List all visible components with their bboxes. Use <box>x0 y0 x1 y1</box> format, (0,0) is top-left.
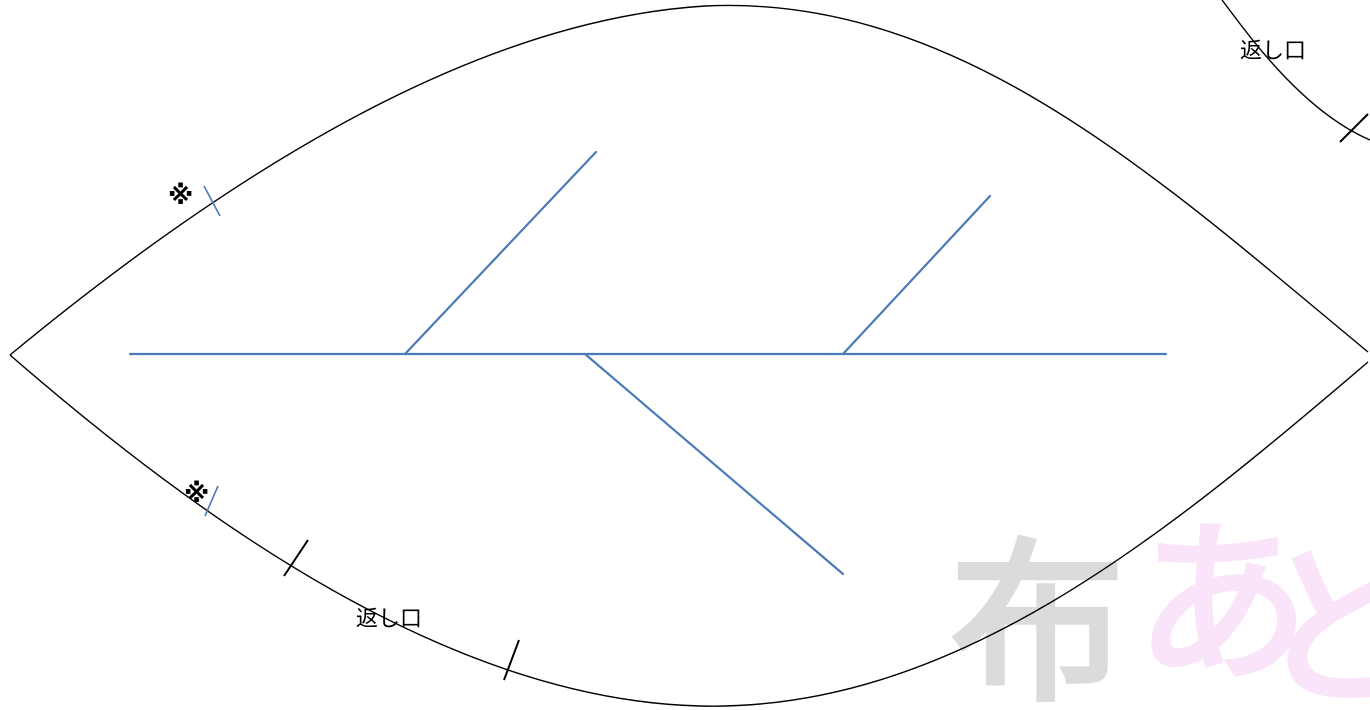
opening-label-top-right: 返し口 <box>1240 39 1306 64</box>
adjacent-piece-arc <box>1221 0 1370 141</box>
match-notch-top <box>203 185 221 217</box>
leaf-veins <box>128 150 1168 576</box>
watermark: 布 あ と <box>950 502 1370 710</box>
vein-branch-upper-left <box>403 150 598 356</box>
opening-notch-top-right <box>1339 113 1369 143</box>
match-notch-bottom <box>204 485 219 517</box>
match-mark-bottom: ※ <box>184 479 209 509</box>
vein-branch-lower <box>583 352 845 576</box>
match-mark-top: ※ <box>168 181 193 211</box>
watermark-char-3: と <box>1255 527 1370 710</box>
leaf-outline-top <box>9 4 1369 356</box>
watermark-char-2: あ <box>1135 502 1310 707</box>
opening-label-bottom: 返し口 <box>356 607 422 632</box>
opening-notch-start <box>283 539 309 577</box>
opening-notch-end <box>503 639 520 681</box>
watermark-char-1: 布 <box>950 522 1125 710</box>
leaf-outline-bottom <box>9 354 1369 707</box>
vein-branch-upper-right <box>841 194 992 356</box>
